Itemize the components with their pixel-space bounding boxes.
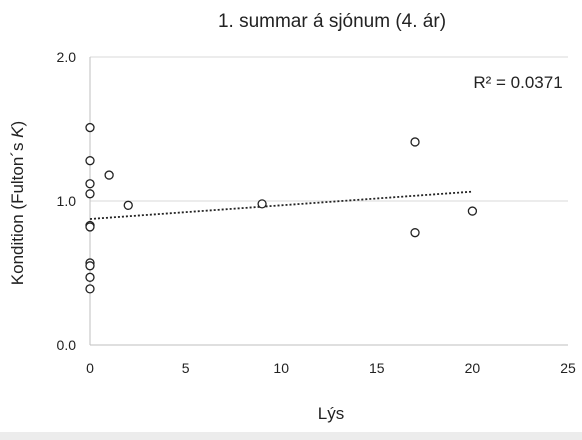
x-tick-label: 10 <box>273 360 289 376</box>
data-point <box>85 189 95 199</box>
data-point <box>85 284 95 294</box>
x-tick-label: 0 <box>86 360 94 376</box>
y-tick-label: 2.0 <box>57 49 77 65</box>
gridlines <box>90 56 568 202</box>
data-points <box>85 122 478 294</box>
y-tick-label: 0.0 <box>57 337 77 353</box>
tick-labels: 0.0 1.0 2.0 0 5 10 15 20 25 <box>57 49 576 376</box>
chart-title: 1. summar á sjónum (4. ár) <box>218 11 446 32</box>
y-axis-label: Kondition (Fulton´s K) <box>8 121 27 285</box>
data-point <box>85 122 95 133</box>
r-squared-annotation: R² = 0.0371 <box>473 73 562 92</box>
data-point <box>85 272 95 282</box>
data-point <box>85 222 95 232</box>
data-point <box>85 179 95 189</box>
trendline <box>89 190 473 220</box>
axes <box>89 57 568 346</box>
y-axis-label-italic: K <box>8 126 27 138</box>
data-point <box>410 137 420 147</box>
x-tick-label: 20 <box>465 360 481 376</box>
x-tick-label: 25 <box>560 360 576 376</box>
data-point <box>104 170 114 180</box>
bottom-strip <box>0 432 582 440</box>
data-point <box>85 261 95 271</box>
data-point <box>85 156 95 166</box>
x-tick-label: 15 <box>369 360 385 376</box>
y-tick-label: 1.0 <box>57 193 77 209</box>
data-point <box>123 200 133 210</box>
data-point <box>257 199 267 209</box>
trendline-layer <box>89 190 473 220</box>
data-point <box>410 228 420 238</box>
x-tick-label: 5 <box>182 360 190 376</box>
y-axis-label-prefix: Kondition (Fulton´s <box>8 138 27 285</box>
data-point <box>467 206 478 216</box>
y-axis-label-suffix: ) <box>8 121 27 127</box>
x-axis-label: Lýs <box>318 404 344 423</box>
